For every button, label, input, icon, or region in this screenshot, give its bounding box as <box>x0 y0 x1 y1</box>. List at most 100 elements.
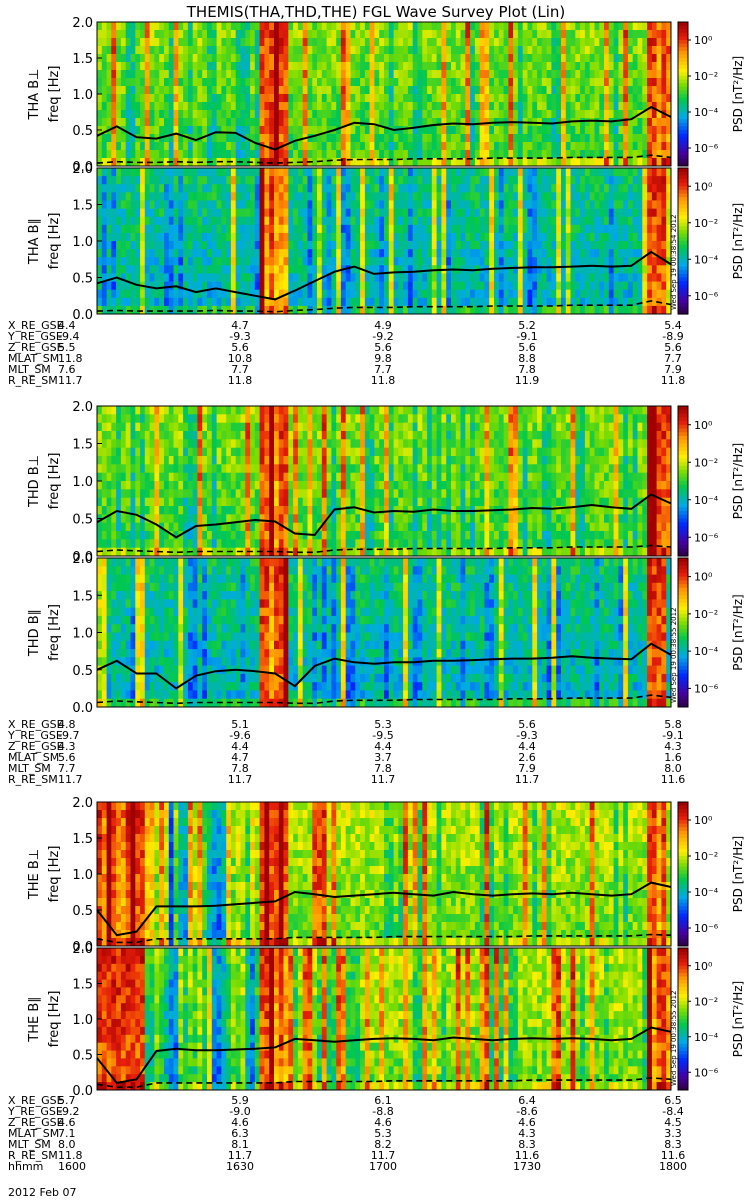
spectrogram-cell <box>594 38 600 47</box>
spectrogram-cell <box>250 297 256 307</box>
spectrogram-cell <box>125 514 131 523</box>
spectrogram-cell <box>312 78 318 87</box>
spectrogram-cell <box>364 158 371 167</box>
spectrogram-cell <box>494 297 500 307</box>
spectrogram-cell <box>637 150 643 159</box>
spectrogram-cell <box>230 176 237 185</box>
spectrogram-cell <box>187 522 194 532</box>
spectrogram-cell <box>355 38 361 47</box>
spectrogram-cell <box>532 126 538 135</box>
spectrogram-cell <box>503 257 509 266</box>
spectrogram-cell <box>369 126 375 135</box>
spectrogram-cell <box>168 200 174 209</box>
spectrogram-cell <box>517 281 524 291</box>
spectrogram-cell <box>192 134 198 143</box>
spectrogram-cell <box>331 78 337 87</box>
spectrogram-cell <box>230 281 237 291</box>
spectrogram-cell <box>561 70 567 79</box>
spectrogram-cell <box>264 232 270 242</box>
colorbar-step <box>678 90 688 95</box>
spectrogram-cell <box>474 22 481 31</box>
spectrogram-cell <box>460 241 466 250</box>
spectrogram-cell <box>288 86 294 95</box>
spectrogram-cell <box>250 150 256 159</box>
spectrogram-cell <box>120 297 127 307</box>
spectrogram-cell <box>608 273 614 282</box>
spectrogram-cell <box>355 150 361 159</box>
spectrogram-cell <box>503 241 509 250</box>
spectrogram-cell <box>312 142 318 151</box>
spectrogram-cell <box>656 200 662 209</box>
spectrogram-cell <box>168 216 174 226</box>
spectrogram-cell <box>192 200 198 209</box>
ephemeris-value: -8.9 <box>662 330 683 343</box>
spectrogram-cell <box>221 62 227 71</box>
spectrogram-cell <box>226 200 232 209</box>
spectrogram-cell <box>474 297 481 307</box>
spectrogram-cell <box>336 142 342 151</box>
spectrogram-cell <box>584 249 591 258</box>
spectrogram-cell <box>522 78 528 87</box>
colorbar-step <box>678 97 688 102</box>
spectrogram-cell <box>589 102 595 111</box>
spectrogram-cell <box>369 184 375 193</box>
spectrogram-cell <box>307 46 313 55</box>
spectrogram-cell <box>623 134 629 143</box>
spectrogram-cell <box>527 102 533 111</box>
spectrogram-cell <box>144 38 150 47</box>
spectrogram-cell <box>183 464 189 473</box>
spectrogram-cell <box>211 456 217 465</box>
spectrogram-cell <box>431 192 437 201</box>
spectrogram-cell <box>278 102 284 111</box>
spectrogram-cell <box>288 110 294 119</box>
spectrogram-cell <box>192 506 198 515</box>
spectrogram-cell <box>312 249 318 258</box>
spectrogram-cell <box>125 22 131 31</box>
spectrogram-cell <box>642 22 648 31</box>
spectrogram-cell <box>532 224 538 234</box>
spectrogram-cell <box>484 305 490 315</box>
spectrogram-cell <box>651 102 658 111</box>
spectrogram-cell <box>403 126 409 135</box>
spectrogram-cell <box>317 216 323 226</box>
spectrogram-cell <box>455 54 461 63</box>
spectrogram-cell <box>283 249 289 258</box>
spectrogram-cell <box>532 102 538 111</box>
spectrogram-cell <box>627 118 634 127</box>
spectrogram-cell <box>412 102 418 111</box>
spectrogram-cell <box>407 281 414 291</box>
spectrogram-cell <box>340 208 347 218</box>
spectrogram-cell <box>197 281 203 291</box>
spectrogram-cell <box>599 102 605 111</box>
spectrogram-cell <box>403 208 409 218</box>
spectrogram-cell <box>97 22 103 31</box>
spectrogram-cell <box>575 200 581 209</box>
spectrogram-cell <box>331 22 337 31</box>
spectrogram-cell <box>192 150 198 159</box>
spectrogram-cell <box>235 184 241 193</box>
spectrogram-cell <box>632 102 638 111</box>
spectrogram-cell <box>451 184 457 193</box>
spectrogram-cell <box>369 208 375 218</box>
spectrogram-cell <box>269 142 275 151</box>
spectrogram-cell <box>446 30 452 39</box>
spectrogram-cell <box>417 38 423 47</box>
spectrogram-cell <box>537 62 543 71</box>
spectrogram-cell <box>120 232 127 242</box>
spectrogram-cell <box>226 78 232 87</box>
spectrogram-cell <box>302 150 308 159</box>
spectrogram-cell <box>364 110 371 119</box>
spectrogram-cell <box>221 142 227 151</box>
spectrogram-cell <box>317 232 323 242</box>
spectrogram-cell <box>489 289 495 299</box>
spectrogram-cell <box>288 150 294 159</box>
spectrogram-cell <box>470 249 476 258</box>
spectrogram-cell <box>608 241 614 250</box>
colorbar-step <box>678 306 688 311</box>
colorbar-step <box>678 119 688 124</box>
spectrogram-cell <box>183 208 189 218</box>
colorbar-tick-label: 10⁰ <box>694 180 713 193</box>
spectrogram-cell <box>407 184 414 193</box>
spectrogram-cell <box>278 54 284 63</box>
spectrogram-cell <box>111 447 117 457</box>
